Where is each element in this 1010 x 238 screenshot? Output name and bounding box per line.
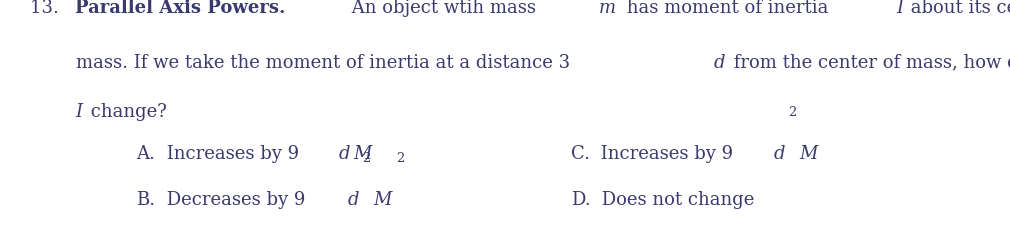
Text: 2: 2 <box>788 106 797 119</box>
Text: A.: A. <box>136 145 156 163</box>
Text: 2: 2 <box>363 152 371 165</box>
Text: d: d <box>347 191 359 209</box>
Text: B.: B. <box>136 191 156 209</box>
Text: from the center of mass, how does: from the center of mass, how does <box>728 54 1010 72</box>
Text: about its center of: about its center of <box>905 0 1010 17</box>
Text: D.: D. <box>571 191 590 209</box>
Text: M: M <box>799 145 817 163</box>
Text: M: M <box>373 191 391 209</box>
Text: Decreases by 9: Decreases by 9 <box>161 191 305 209</box>
Text: has moment of inertia: has moment of inertia <box>621 0 834 17</box>
Text: Parallel Axis Powers.: Parallel Axis Powers. <box>75 0 286 17</box>
Text: I: I <box>76 103 83 121</box>
Text: d: d <box>774 145 785 163</box>
Text: mass. If we take the moment of inertia at a distance 3: mass. If we take the moment of inertia a… <box>76 54 570 72</box>
Text: Increases by 9: Increases by 9 <box>595 145 733 163</box>
Text: I: I <box>896 0 903 17</box>
Text: C.: C. <box>571 145 590 163</box>
Text: M: M <box>354 145 372 163</box>
Text: m: m <box>599 0 616 17</box>
Text: Increases by 9: Increases by 9 <box>161 145 299 163</box>
Text: Does not change: Does not change <box>596 191 754 209</box>
Text: change?: change? <box>85 103 167 121</box>
Text: d: d <box>713 54 725 72</box>
Text: d: d <box>339 145 350 163</box>
Text: 13.: 13. <box>30 0 65 17</box>
Text: 2: 2 <box>397 152 405 165</box>
Text: An object wtih mass: An object wtih mass <box>346 0 542 17</box>
